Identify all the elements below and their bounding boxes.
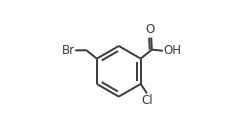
Text: Br: Br [62, 44, 75, 57]
Text: OH: OH [163, 44, 181, 57]
Text: O: O [146, 23, 155, 36]
Text: Cl: Cl [141, 94, 153, 107]
